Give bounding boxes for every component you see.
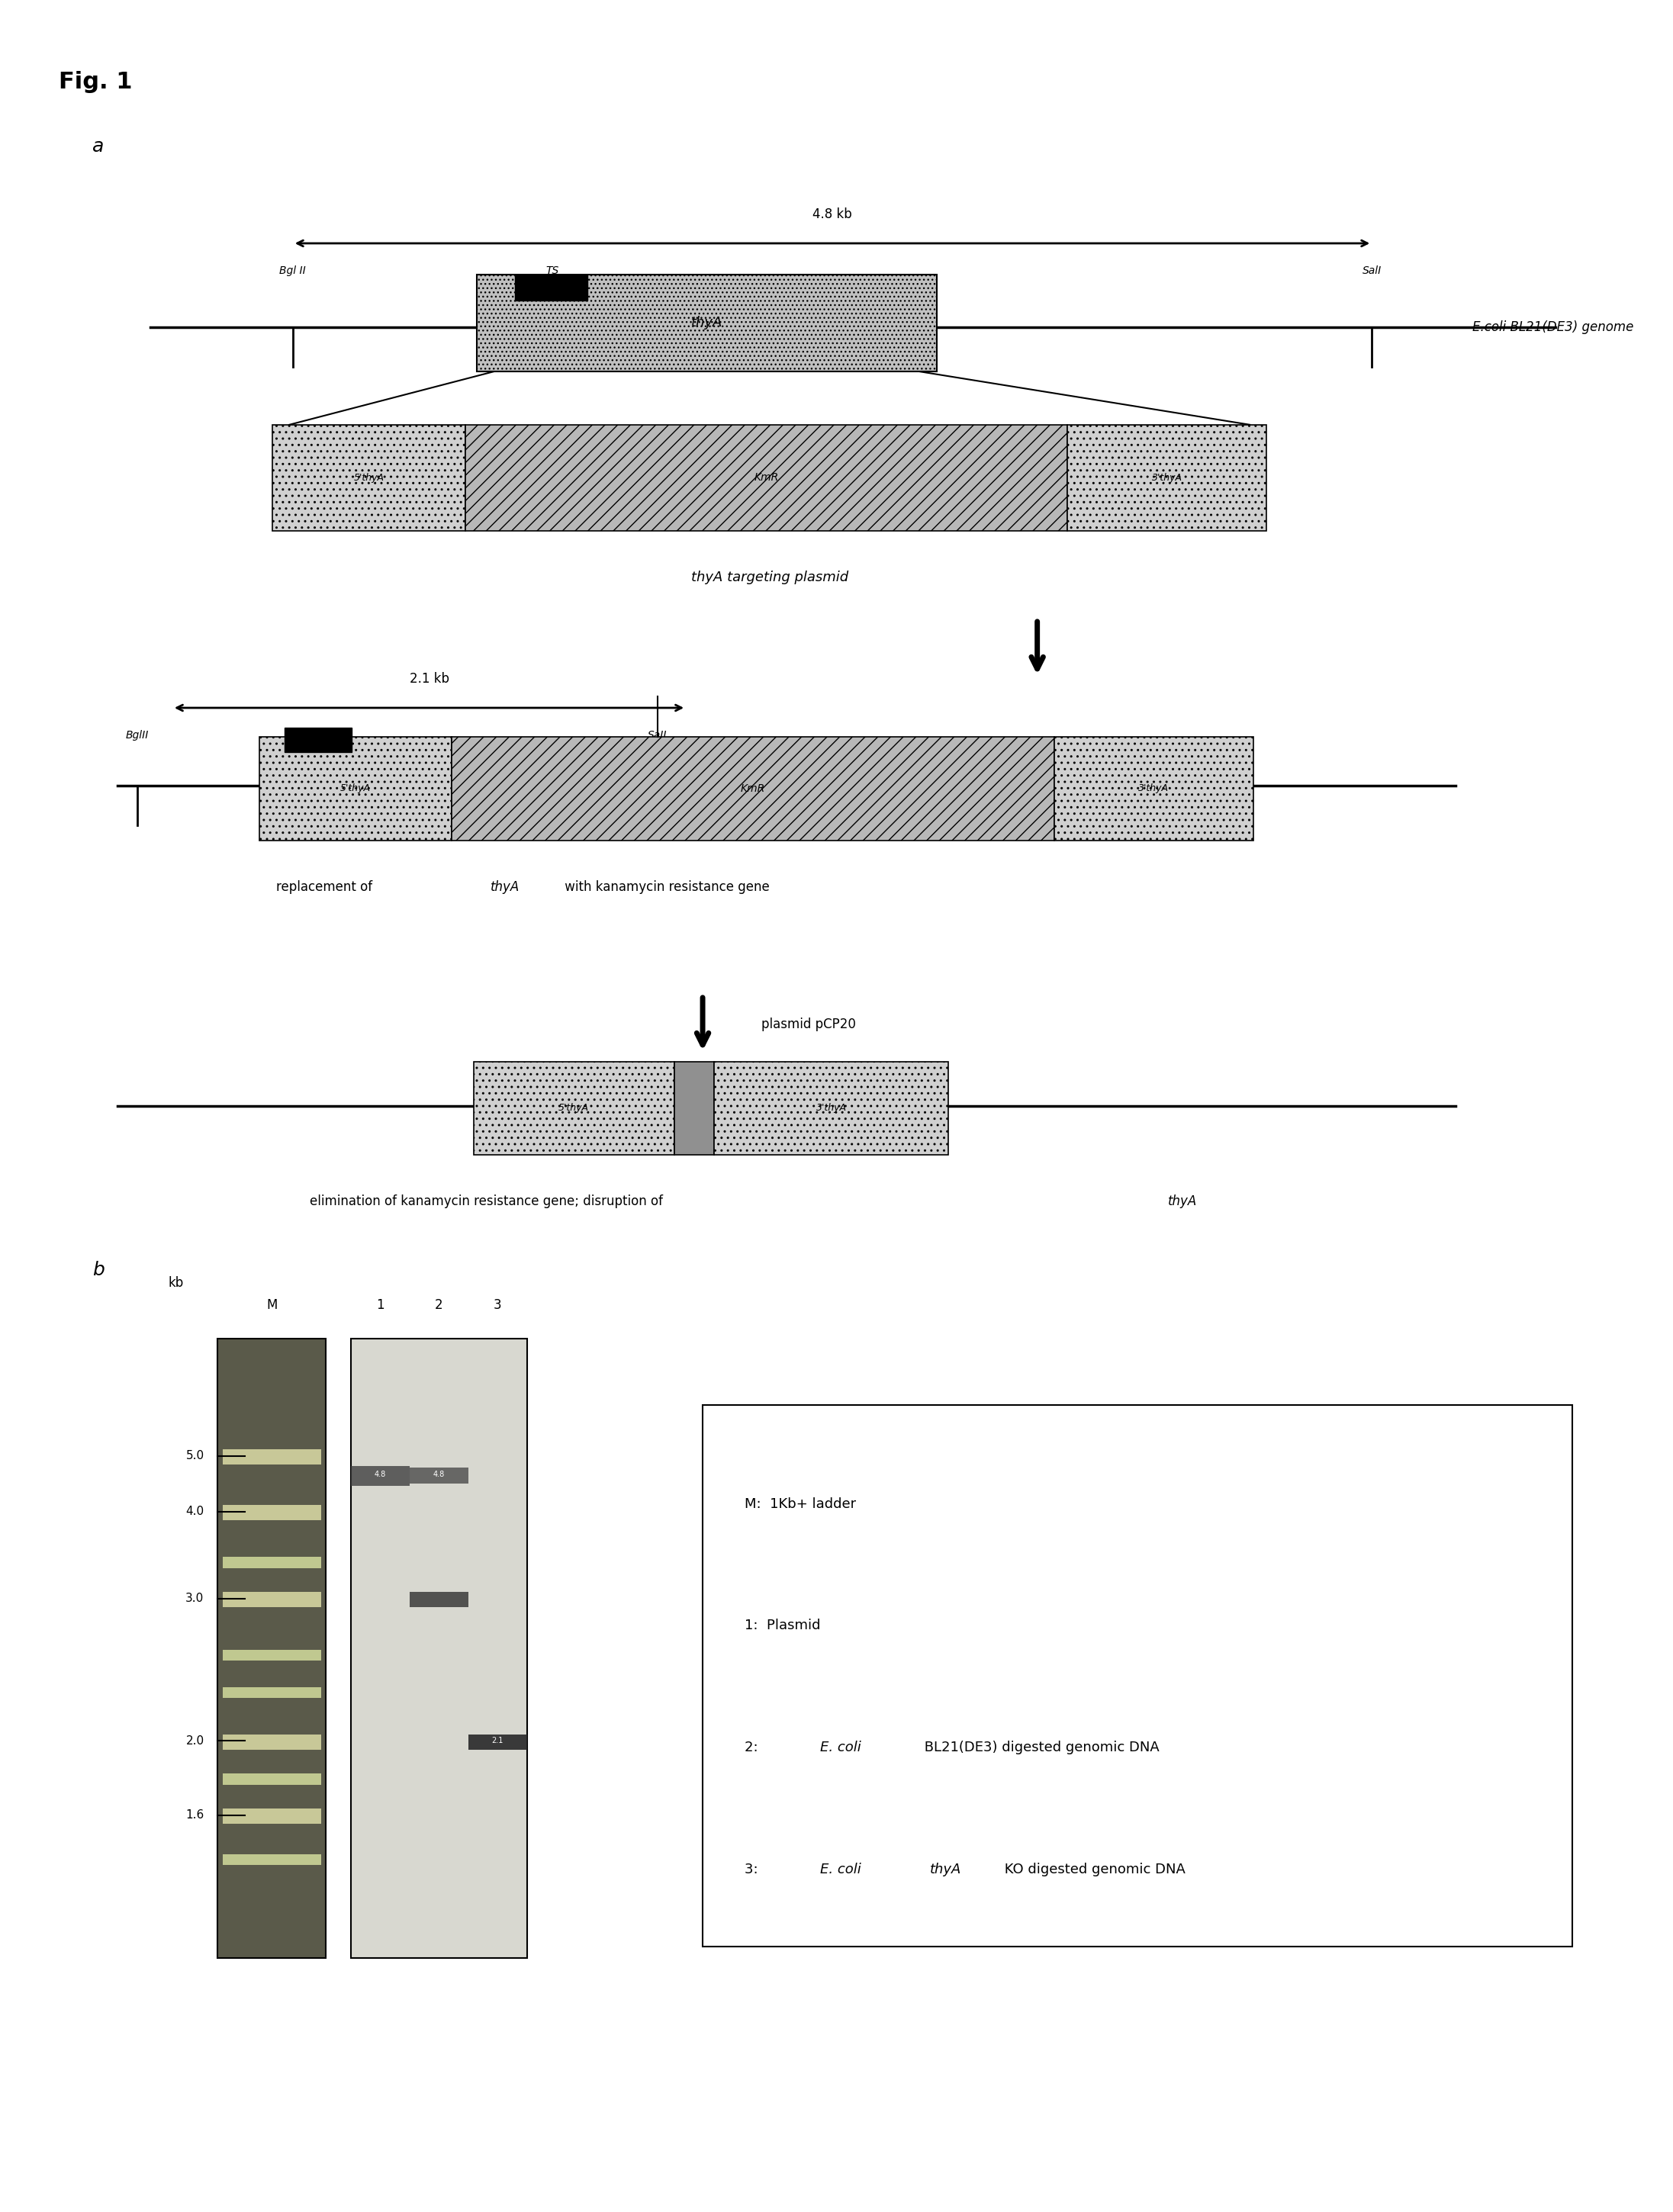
Text: replacement of: replacement of (276, 880, 376, 894)
Bar (1054, 737, 1253, 841)
Text: 4.8: 4.8 (375, 1471, 386, 1478)
Text: thyA targeting plasmid: thyA targeting plasmid (691, 571, 848, 584)
Text: 3'thyA: 3'thyA (1151, 473, 1183, 482)
Text: 2:: 2: (744, 1741, 766, 1754)
Text: E. coli: E. coli (820, 1741, 862, 1754)
Text: E. coli: E. coli (820, 1863, 862, 1876)
Bar (515, 274, 587, 301)
Text: thyA: thyA (1168, 1194, 1196, 1208)
Bar (273, 425, 465, 531)
Bar (223, 1774, 321, 1785)
Text: elimination of kanamycin resistance gene; disruption of: elimination of kanamycin resistance gene… (310, 1194, 668, 1208)
Text: 5'thyA: 5'thyA (340, 783, 371, 794)
Text: b: b (92, 1261, 104, 1279)
Text: kb: kb (167, 1276, 184, 1290)
Bar (477, 274, 937, 372)
Bar (351, 1467, 410, 1486)
Text: BglII: BglII (125, 730, 149, 741)
Bar (674, 1062, 714, 1155)
Bar (223, 1688, 321, 1699)
Text: SalI: SalI (1362, 265, 1382, 276)
Text: 1:  Plasmid: 1: Plasmid (744, 1619, 820, 1632)
Bar (223, 1809, 321, 1825)
Bar (284, 728, 351, 752)
Bar (217, 1338, 326, 1958)
Text: SaII: SaII (647, 730, 668, 741)
Bar (1067, 425, 1266, 531)
Text: a: a (92, 137, 104, 155)
Bar (410, 1469, 468, 1484)
Text: 3: 3 (494, 1298, 502, 1312)
Bar (714, 1062, 949, 1155)
Bar (703, 1405, 1573, 1947)
Text: thyA: thyA (930, 1863, 962, 1876)
Bar (223, 1557, 321, 1568)
Text: 5'thyA: 5'thyA (559, 1104, 589, 1113)
Text: M:  1Kb+ ladder: M: 1Kb+ ladder (744, 1498, 857, 1511)
Text: 2.0: 2.0 (186, 1734, 204, 1747)
Text: 4.8 kb: 4.8 kb (813, 208, 852, 221)
Bar (410, 1593, 468, 1608)
Text: Fig. 1: Fig. 1 (59, 71, 132, 93)
Text: BL21(DE3) digested genomic DNA: BL21(DE3) digested genomic DNA (920, 1741, 1159, 1754)
Bar (223, 1504, 321, 1520)
Text: 2.1: 2.1 (492, 1736, 504, 1745)
Text: 3:: 3: (744, 1863, 766, 1876)
Text: 4.8: 4.8 (433, 1471, 445, 1478)
Bar (223, 1734, 321, 1750)
Text: thyA: thyA (490, 880, 519, 894)
Text: with kanamycin resistance gene: with kanamycin resistance gene (560, 880, 770, 894)
Bar (223, 1449, 321, 1464)
Text: 1: 1 (376, 1298, 385, 1312)
Bar (223, 1593, 321, 1608)
Text: 1.6: 1.6 (186, 1809, 204, 1820)
Bar (351, 1338, 527, 1958)
Text: Bgl II: Bgl II (279, 265, 306, 276)
Text: KmR: KmR (741, 783, 765, 794)
Bar (473, 1062, 674, 1155)
Text: 4.0: 4.0 (186, 1506, 204, 1517)
Bar (259, 737, 452, 841)
Text: 5'thyA: 5'thyA (353, 473, 385, 482)
Bar (465, 425, 1067, 531)
Text: 3'thyA: 3'thyA (1138, 783, 1169, 794)
Bar (223, 1650, 321, 1661)
Bar (468, 1734, 527, 1750)
Text: TS: TS (308, 730, 321, 741)
Text: thyA: thyA (691, 316, 723, 330)
Text: 2.1 kb: 2.1 kb (410, 672, 448, 686)
Text: 3.0: 3.0 (186, 1593, 204, 1604)
Text: 3'thyA: 3'thyA (816, 1104, 847, 1113)
Text: 2: 2 (435, 1298, 443, 1312)
Text: KmR: KmR (755, 473, 778, 482)
Text: E.coli BL21(DE3) genome: E.coli BL21(DE3) genome (1472, 321, 1633, 334)
Text: KO digested genomic DNA: KO digested genomic DNA (1000, 1863, 1186, 1876)
Bar (452, 737, 1054, 841)
Text: plasmid pCP20: plasmid pCP20 (761, 1018, 855, 1031)
Text: TS: TS (545, 265, 559, 276)
Text: M: M (266, 1298, 278, 1312)
Text: 5.0: 5.0 (186, 1451, 204, 1462)
Bar (223, 1854, 321, 1865)
